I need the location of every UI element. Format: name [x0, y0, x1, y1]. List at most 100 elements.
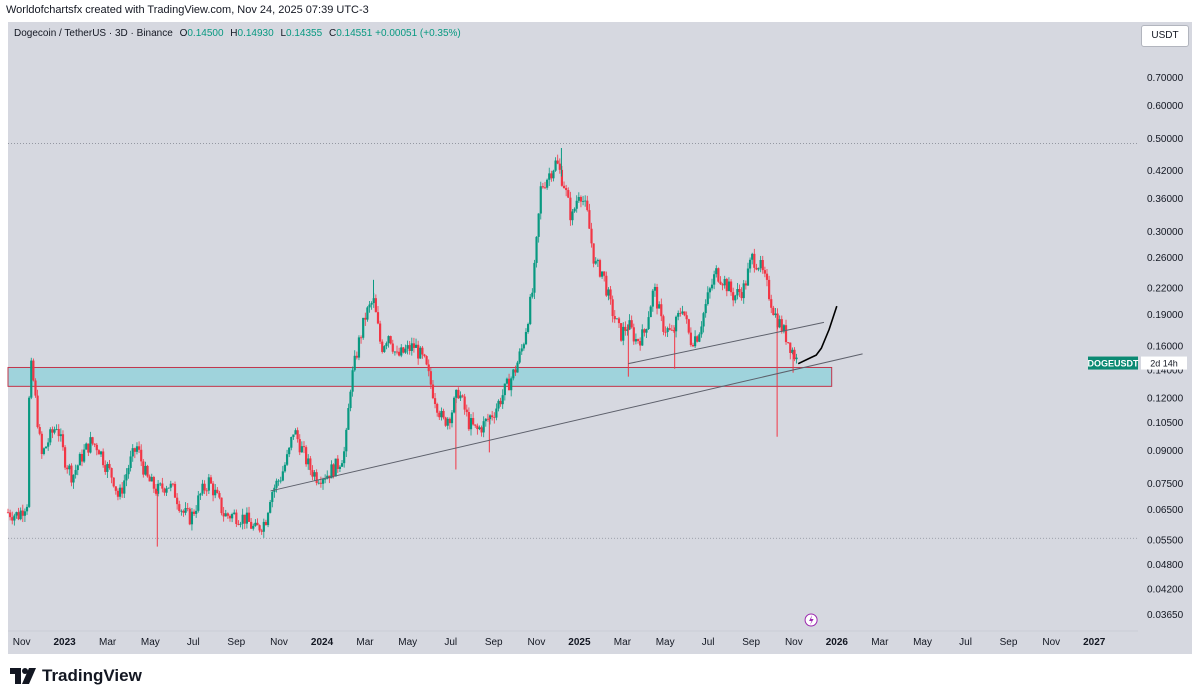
candle-body	[387, 336, 390, 344]
candle-body	[135, 446, 139, 452]
candle-body	[607, 289, 610, 296]
candle-body	[708, 288, 712, 293]
candle-body	[305, 447, 308, 465]
candle-body	[262, 521, 265, 532]
candle-body	[203, 483, 206, 491]
time-axis-label: Nov	[785, 637, 803, 648]
candle-body	[222, 513, 225, 517]
candle-body	[252, 525, 255, 529]
time-axis-label: Jul	[702, 637, 715, 648]
candle-body	[209, 477, 213, 484]
time-axis-label: Mar	[614, 637, 632, 648]
currency-selector[interactable]: USDT	[1141, 25, 1189, 47]
candle-body	[474, 424, 477, 426]
candle-body	[522, 344, 525, 349]
candle-body	[264, 521, 268, 526]
close-label: C	[328, 28, 337, 39]
close-value: 0.14551	[336, 28, 373, 39]
candle-body	[292, 434, 295, 437]
candle-body	[300, 446, 303, 453]
candle-body	[746, 268, 750, 286]
candle-body	[565, 188, 568, 191]
candle-body	[713, 274, 716, 285]
candle-body	[395, 351, 399, 353]
price-axis-label: 0.36000	[1147, 194, 1184, 205]
candle-body	[137, 446, 141, 450]
candle-body	[787, 342, 790, 343]
candle-body	[359, 337, 363, 339]
candle-body	[505, 378, 509, 384]
price-axis-label: 0.06500	[1147, 505, 1184, 516]
candle-body	[543, 187, 547, 189]
candle-body	[605, 275, 608, 296]
candle-body	[558, 163, 561, 170]
candle-body	[417, 344, 420, 359]
candle-body	[529, 296, 532, 324]
candle-body	[197, 495, 200, 511]
candle-body	[537, 213, 540, 237]
candle-body	[157, 483, 160, 494]
candle-body	[17, 512, 20, 520]
candle-body	[683, 311, 686, 316]
candle-body	[662, 316, 665, 332]
candle-body	[171, 483, 175, 485]
candle-body	[285, 454, 289, 465]
candle-body	[142, 461, 145, 475]
candle-body	[112, 477, 115, 487]
candle-body	[351, 370, 354, 392]
time-axis-label: 2026	[826, 637, 849, 648]
candle-body	[87, 443, 90, 453]
chart-area[interactable]	[8, 22, 1192, 654]
candle-body	[562, 185, 566, 189]
candle-body	[250, 521, 253, 529]
candle-body	[95, 444, 98, 451]
candle-body	[159, 483, 162, 485]
candle-body	[414, 344, 418, 348]
candle-body	[577, 196, 580, 201]
candle-body	[710, 284, 714, 289]
candle-body	[620, 323, 623, 341]
candle-body	[188, 508, 191, 525]
candle-body	[467, 412, 470, 430]
candle-body	[452, 397, 456, 413]
candle-body	[53, 429, 56, 433]
candle-body	[15, 512, 18, 516]
tradingview-brand[interactable]: TradingView	[10, 666, 142, 686]
lightning-bolt-icon	[809, 615, 814, 625]
candle-body	[751, 253, 754, 260]
candle-body	[548, 173, 551, 180]
price-axis-label: 0.10500	[1147, 418, 1184, 429]
candle-body	[501, 395, 504, 405]
candle-body	[224, 513, 227, 517]
candle-body	[658, 304, 661, 309]
candle-body	[93, 443, 96, 445]
candle-body	[632, 327, 635, 342]
time-axis-label: 2023	[54, 637, 77, 648]
time-axis-label: Jul	[187, 637, 200, 648]
candle-body	[755, 267, 758, 270]
candle-body	[499, 400, 502, 405]
candle-body	[598, 260, 602, 277]
candle-body	[526, 323, 530, 332]
candle-body	[442, 410, 445, 418]
candle-body	[281, 471, 284, 481]
candle-body	[11, 517, 14, 521]
candle-body	[271, 492, 274, 503]
open-label: O	[179, 28, 188, 39]
candle-body	[584, 200, 587, 202]
candle-body	[38, 427, 41, 434]
candle-body	[34, 380, 37, 396]
candle-body	[628, 320, 631, 330]
candle-body	[512, 369, 515, 379]
candle-body	[228, 515, 232, 519]
candle-body	[336, 458, 339, 469]
candle-body	[588, 210, 591, 229]
candle-body	[679, 313, 682, 314]
time-axis-label: Nov	[270, 637, 288, 648]
countdown-label: 2d 14h	[1150, 359, 1178, 369]
candle-body	[685, 315, 688, 320]
low-value: 0.14355	[286, 28, 323, 39]
candle-body	[672, 330, 676, 332]
time-axis-label: May	[398, 637, 417, 648]
